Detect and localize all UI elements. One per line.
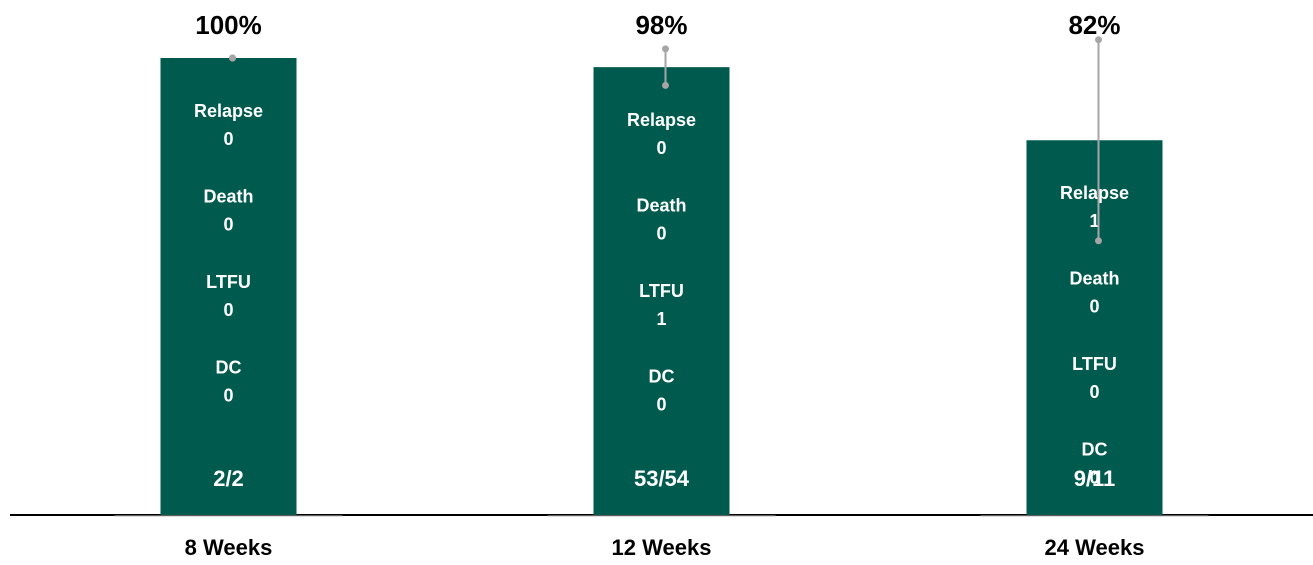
breakdown-count: 1 bbox=[1089, 211, 1099, 231]
error-cap bbox=[1095, 36, 1102, 44]
breakdown-label: LTFU bbox=[206, 272, 251, 292]
bar bbox=[160, 58, 297, 515]
breakdown-count: 0 bbox=[1089, 297, 1099, 317]
breakdown-count: 0 bbox=[1089, 468, 1099, 488]
breakdown-count: 0 bbox=[1089, 382, 1099, 402]
breakdown-count: 0 bbox=[223, 385, 233, 405]
breakdown-label: Relapse bbox=[1060, 183, 1129, 203]
error-cap bbox=[1095, 237, 1102, 245]
breakdown-label: DC bbox=[1082, 440, 1108, 460]
breakdown-label: DC bbox=[649, 366, 675, 386]
breakdown-label: Death bbox=[203, 186, 253, 206]
breakdown-label: Death bbox=[1069, 269, 1119, 289]
fraction-label: 53/54 bbox=[634, 466, 690, 491]
breakdown-label: Relapse bbox=[194, 101, 263, 121]
x-tick-label: 12 Weeks bbox=[612, 535, 712, 560]
value-label: 82% bbox=[1068, 10, 1120, 40]
x-tick-label: 24 Weeks bbox=[1045, 535, 1145, 560]
error-cap bbox=[662, 81, 669, 89]
error-cap bbox=[662, 45, 669, 53]
error-cap bbox=[229, 54, 236, 62]
breakdown-count: 0 bbox=[656, 223, 666, 243]
breakdown-label: Relapse bbox=[627, 110, 696, 130]
breakdown-count: 0 bbox=[223, 300, 233, 320]
bar bbox=[1026, 140, 1163, 515]
breakdown-count: 0 bbox=[223, 129, 233, 149]
fraction-label: 2/2 bbox=[213, 466, 244, 491]
breakdown-count: 1 bbox=[656, 309, 666, 329]
breakdown-count: 0 bbox=[223, 214, 233, 234]
breakdown-label: Death bbox=[636, 195, 686, 215]
value-label: 100% bbox=[195, 10, 262, 40]
breakdown-count: 0 bbox=[656, 138, 666, 158]
breakdown-label: LTFU bbox=[639, 281, 684, 301]
bar bbox=[593, 67, 730, 515]
breakdown-count: 0 bbox=[656, 394, 666, 414]
x-tick-label: 8 Weeks bbox=[185, 535, 273, 560]
breakdown-label: LTFU bbox=[1072, 354, 1117, 374]
value-label: 98% bbox=[635, 10, 687, 40]
fraction-label: 9/11 bbox=[1074, 466, 1116, 491]
breakdown-label: DC bbox=[216, 357, 242, 377]
